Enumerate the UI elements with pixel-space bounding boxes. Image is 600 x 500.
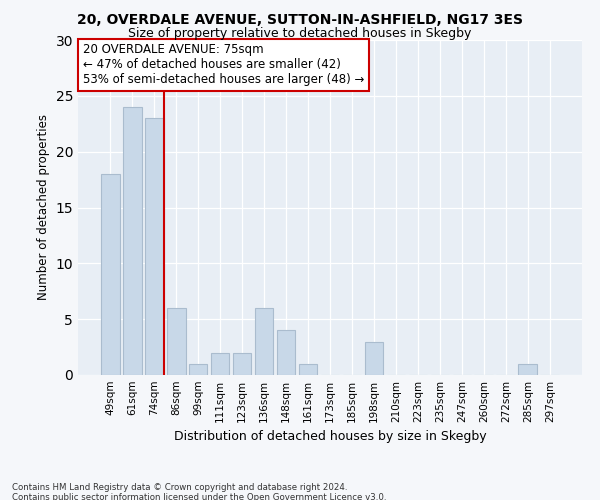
Text: Contains public sector information licensed under the Open Government Licence v3: Contains public sector information licen…	[12, 492, 386, 500]
Text: 20 OVERDALE AVENUE: 75sqm
← 47% of detached houses are smaller (42)
53% of semi-: 20 OVERDALE AVENUE: 75sqm ← 47% of detac…	[83, 44, 364, 86]
Text: Size of property relative to detached houses in Skegby: Size of property relative to detached ho…	[128, 28, 472, 40]
Bar	[189, 364, 208, 375]
Text: Contains HM Land Registry data © Crown copyright and database right 2024.: Contains HM Land Registry data © Crown c…	[12, 482, 347, 492]
Bar	[518, 364, 537, 375]
Bar	[299, 364, 317, 375]
Bar	[101, 174, 119, 375]
Bar	[365, 342, 383, 375]
X-axis label: Distribution of detached houses by size in Skegby: Distribution of detached houses by size …	[173, 430, 487, 444]
Text: 20, OVERDALE AVENUE, SUTTON-IN-ASHFIELD, NG17 3ES: 20, OVERDALE AVENUE, SUTTON-IN-ASHFIELD,…	[77, 12, 523, 26]
Bar	[233, 352, 251, 375]
Bar	[167, 308, 185, 375]
Bar	[145, 118, 164, 375]
Bar	[123, 107, 142, 375]
Bar	[211, 352, 229, 375]
Bar	[277, 330, 295, 375]
Bar	[255, 308, 274, 375]
Y-axis label: Number of detached properties: Number of detached properties	[37, 114, 50, 300]
